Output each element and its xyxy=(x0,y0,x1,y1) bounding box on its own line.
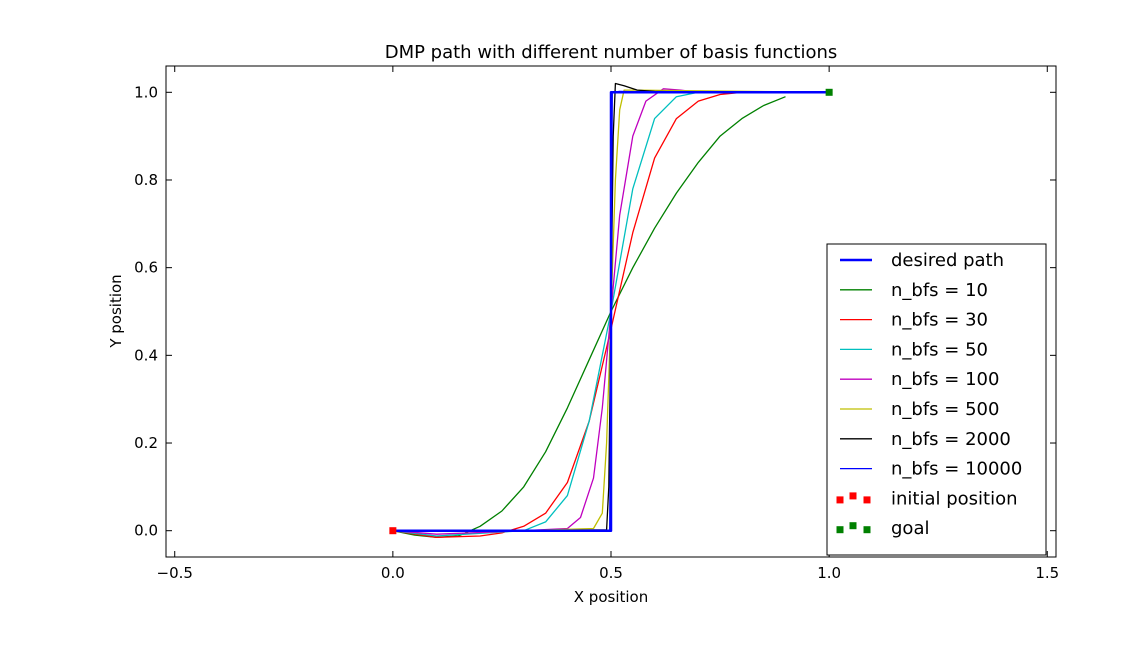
legend-marker-goal xyxy=(849,522,857,530)
x-tick-label: 0.0 xyxy=(381,564,405,582)
legend-label-goal: goal xyxy=(891,518,929,539)
legend-marker-initial-position xyxy=(836,496,844,504)
legend: desired path n_bfs = 10 n_bfs = 30 n_bfs = … xyxy=(826,243,1047,556)
legend-label-desired-path: desired path xyxy=(891,250,1004,271)
x-axis-label: X position xyxy=(574,588,648,606)
legend-label-n-bfs-50: n_bfs = 50 xyxy=(891,339,988,360)
y-tick-label: 0.4 xyxy=(134,346,158,364)
y-tick-label: 0.8 xyxy=(134,171,158,189)
y-tick-label: 0.2 xyxy=(134,434,158,452)
y-tick-label: 0.6 xyxy=(134,259,158,277)
marker-goal xyxy=(825,88,833,96)
legend-label-initial-position: initial position xyxy=(891,488,1018,509)
marker-layer xyxy=(389,88,833,535)
legend-label-n-bfs-10000: n_bfs = 10000 xyxy=(891,459,1022,480)
x-tick-label: 0.5 xyxy=(599,564,623,582)
y-tick-label: 1.0 xyxy=(134,83,158,101)
legend-marker-goal xyxy=(836,526,844,534)
legend-marker-initial-position xyxy=(863,496,871,504)
y-tick-label: 0.0 xyxy=(134,522,158,540)
chart-title: DMP path with different number of basis … xyxy=(385,42,838,63)
legend-marker-goal xyxy=(863,526,871,534)
legend-label-n-bfs-500: n_bfs = 500 xyxy=(891,399,999,420)
x-tick-label: −0.5 xyxy=(157,564,193,582)
legend-label-n-bfs-10: n_bfs = 10 xyxy=(891,280,988,301)
x-tick-label: 1.5 xyxy=(1035,564,1059,582)
series-line-n-bfs-50 xyxy=(392,91,830,537)
x-axis-ticks: −0.5 0.0 0.5 1.0 1.5 xyxy=(157,66,1059,582)
legend-label-n-bfs-2000: n_bfs = 2000 xyxy=(891,429,1011,450)
legend-label-n-bfs-100: n_bfs = 100 xyxy=(891,369,999,390)
legend-marker-initial-position xyxy=(849,492,857,500)
y-axis-ticks: 0.0 0.2 0.4 0.6 0.8 1.0 xyxy=(134,83,1056,540)
series-line-n-bfs-30 xyxy=(392,91,830,538)
marker-initial-position xyxy=(389,527,397,535)
x-tick-label: 1.0 xyxy=(817,564,841,582)
series-line-desired-path xyxy=(392,91,830,532)
series-layer xyxy=(392,82,830,538)
legend-label-n-bfs-30: n_bfs = 30 xyxy=(891,310,988,331)
y-axis-label: Y position xyxy=(107,274,125,348)
